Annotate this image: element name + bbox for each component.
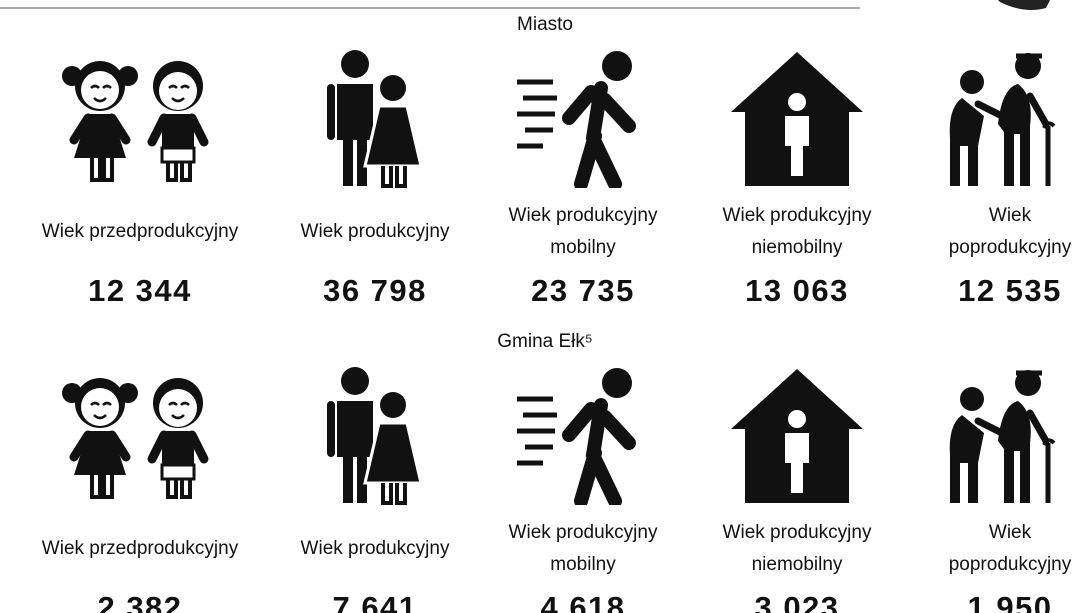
- item-label: niemobilny: [751, 554, 843, 575]
- corner-shape: [998, 0, 1050, 10]
- icon: [513, 365, 653, 505]
- section-title: Gmina Ełk⁵: [497, 331, 593, 352]
- icon: [940, 365, 1080, 505]
- item-value: 13 063: [745, 273, 849, 308]
- icon: [513, 48, 653, 188]
- icon: [940, 48, 1080, 188]
- icon: [305, 48, 445, 188]
- item-label: Wiek produkcyjny: [300, 221, 450, 242]
- item-label: Wiek produkcyjny: [508, 205, 658, 226]
- icon: [731, 369, 863, 503]
- item-value: 12 535: [958, 273, 1062, 308]
- item-label: Wiek przedprodukcyjny: [41, 221, 239, 242]
- decor: [0, 0, 1050, 10]
- icon: [305, 365, 445, 505]
- item-label: Wiek produkcyjny: [508, 522, 658, 543]
- item-value: 3 023: [754, 590, 840, 613]
- icon: [60, 365, 220, 505]
- item-label: poprodukcyjny: [948, 554, 1072, 575]
- item-value: 1 950: [967, 590, 1053, 613]
- item-label: mobilny: [550, 554, 616, 575]
- icon: [60, 48, 220, 188]
- item-label: poprodukcyjny: [948, 237, 1072, 258]
- icon: [731, 52, 863, 186]
- item-label: niemobilny: [751, 237, 843, 258]
- item-label: Wiek produkcyjny: [722, 522, 872, 543]
- item-value: 23 735: [531, 273, 635, 308]
- item-label: Wiek produkcyjny: [300, 538, 450, 559]
- item-value: 4 618: [540, 590, 626, 613]
- item-value: 7 641: [332, 590, 418, 613]
- item-label: Wiek: [988, 205, 1032, 226]
- section-title: Miasto: [517, 14, 573, 35]
- item-value: 36 798: [323, 273, 427, 308]
- item-value: 2 382: [97, 590, 183, 613]
- item-label: Wiek: [988, 522, 1032, 543]
- item-label: Wiek przedprodukcyjny: [41, 538, 239, 559]
- item-value: 12 344: [88, 273, 192, 308]
- item-label: Wiek produkcyjny: [722, 205, 872, 226]
- item-label: mobilny: [550, 237, 616, 258]
